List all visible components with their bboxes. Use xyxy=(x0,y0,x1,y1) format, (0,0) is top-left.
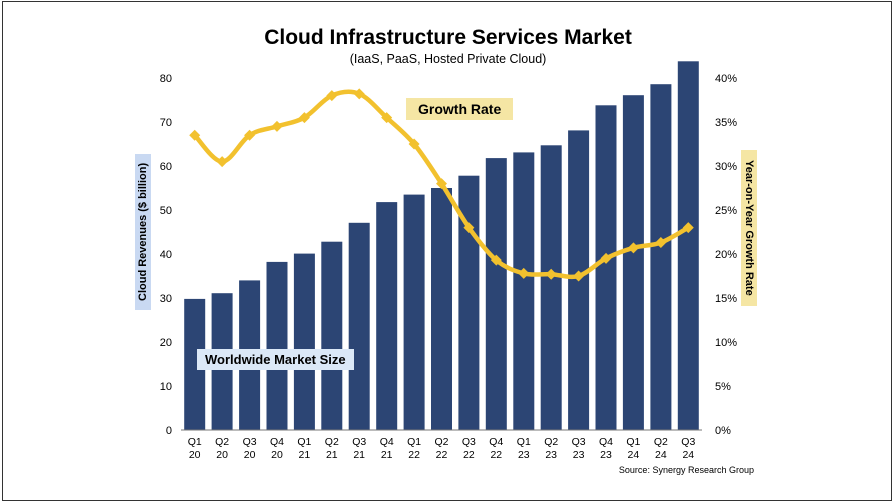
x-tick-label: 22 xyxy=(408,449,420,461)
y-axis-right-label: Year-on-Year Growth Rate xyxy=(741,150,757,306)
x-tick-label: Q2 xyxy=(654,436,668,448)
growth-rate-point xyxy=(298,112,310,124)
x-tick-label: 21 xyxy=(353,449,365,461)
x-tick-label: Q4 xyxy=(380,436,394,448)
bar xyxy=(540,145,562,431)
growth-rate-point xyxy=(518,267,530,279)
growth-rate-point xyxy=(436,178,447,190)
bar xyxy=(677,61,699,431)
x-tick-label: Q2 xyxy=(325,436,339,448)
x-tick-label: Q3 xyxy=(572,436,586,448)
growth-rate-point xyxy=(490,254,502,266)
growth-rate-point xyxy=(271,120,283,132)
x-tick-label: Q3 xyxy=(681,436,695,448)
y2-tick-label: 25% xyxy=(715,205,737,217)
x-tick-label: Q1 xyxy=(626,436,640,448)
growth-rate-point xyxy=(326,90,338,102)
x-tick-label: 21 xyxy=(299,449,311,461)
y-tick-label: 0 xyxy=(166,425,172,437)
y-tick-label: 70 xyxy=(160,117,172,129)
y-tick-label: 10 xyxy=(160,381,172,393)
market-size-label: Worldwide Market Size xyxy=(197,349,354,370)
x-tick-label: 21 xyxy=(381,449,393,461)
x-tick-label: 24 xyxy=(682,449,694,461)
growth-rate-point xyxy=(408,138,420,150)
growth-rate-point xyxy=(573,270,585,282)
y-axis-left-label: Cloud Revenues ($ billion) xyxy=(135,154,151,310)
x-tick-label: 20 xyxy=(271,449,283,461)
chart-subtitle: (IaaS, PaaS, Hosted Private Cloud) xyxy=(349,52,547,66)
y-tick-label: 80 xyxy=(160,73,172,85)
x-tick-label: 22 xyxy=(490,449,502,461)
bar xyxy=(321,241,343,430)
growth-rate-point xyxy=(627,242,639,254)
bar xyxy=(403,194,425,430)
y-tick-label: 40 xyxy=(160,249,172,261)
x-tick-label: Q4 xyxy=(599,436,613,448)
bar xyxy=(348,222,370,430)
bar xyxy=(595,105,617,431)
x-tick-label: Q2 xyxy=(544,436,558,448)
x-tick-label: Q1 xyxy=(297,436,311,448)
x-tick-label: Q4 xyxy=(489,436,503,448)
bar xyxy=(431,188,452,430)
x-tick-label: 22 xyxy=(463,449,475,461)
bar xyxy=(293,253,315,430)
source-note: Source: Synergy Research Group xyxy=(618,465,754,475)
y2-tick-label: 30% xyxy=(715,161,737,173)
chart-title: Cloud Infrastructure Services Market xyxy=(264,26,632,49)
x-tick-label: Q1 xyxy=(407,436,421,448)
growth-rate-label: Growth Rate xyxy=(406,98,514,120)
bar xyxy=(184,298,206,430)
bar xyxy=(513,152,535,430)
x-tick-label: 20 xyxy=(189,449,201,461)
x-tick-label: Q3 xyxy=(462,436,476,448)
x-tick-label: 24 xyxy=(655,449,667,461)
x-tick-label: 20 xyxy=(244,449,256,461)
bar xyxy=(376,202,398,430)
growth-rate-point xyxy=(189,129,201,141)
y2-tick-label: 40% xyxy=(715,73,737,85)
growth-rate-point xyxy=(381,112,393,124)
x-tick-label: Q4 xyxy=(270,436,284,448)
x-tick-label: 22 xyxy=(436,449,448,461)
bar xyxy=(485,158,507,430)
y2-tick-label: 20% xyxy=(715,249,737,261)
growth-rate-point xyxy=(216,156,228,168)
y-tick-label: 50 xyxy=(160,205,172,217)
y-tick-label: 20 xyxy=(160,337,172,349)
x-tick-label: 23 xyxy=(600,449,612,461)
growth-rate-point xyxy=(353,88,365,100)
growth-rate-point xyxy=(655,237,667,249)
y-tick-label: 30 xyxy=(160,293,172,305)
bar xyxy=(266,261,288,430)
x-tick-label: 23 xyxy=(573,449,585,461)
x-tick-label: Q3 xyxy=(243,436,257,448)
x-tick-label: Q3 xyxy=(352,436,366,448)
growth-rate-point xyxy=(682,222,694,234)
y2-tick-label: 0% xyxy=(715,425,731,437)
x-tick-label: 21 xyxy=(326,449,338,461)
growth-rate-point xyxy=(244,129,256,141)
x-tick-label: 20 xyxy=(216,449,228,461)
y-tick-label: 60 xyxy=(160,161,172,173)
growth-rate-point xyxy=(463,222,475,234)
x-tick-label: 23 xyxy=(545,449,557,461)
x-tick-label: Q2 xyxy=(215,436,229,448)
x-tick-label: 24 xyxy=(628,449,640,461)
bar xyxy=(622,95,644,430)
bar xyxy=(458,175,480,430)
growth-rate-point xyxy=(545,268,557,280)
y2-tick-label: 10% xyxy=(715,337,737,349)
growth-rate-point xyxy=(600,252,612,264)
y2-tick-label: 5% xyxy=(715,381,731,393)
x-tick-label: Q2 xyxy=(434,436,448,448)
x-tick-label: Q1 xyxy=(188,436,202,448)
bar xyxy=(650,84,672,430)
y2-tick-label: 35% xyxy=(715,117,737,129)
x-tick-label: 23 xyxy=(518,449,530,461)
y2-tick-label: 15% xyxy=(715,293,737,305)
x-tick-label: Q1 xyxy=(517,436,531,448)
